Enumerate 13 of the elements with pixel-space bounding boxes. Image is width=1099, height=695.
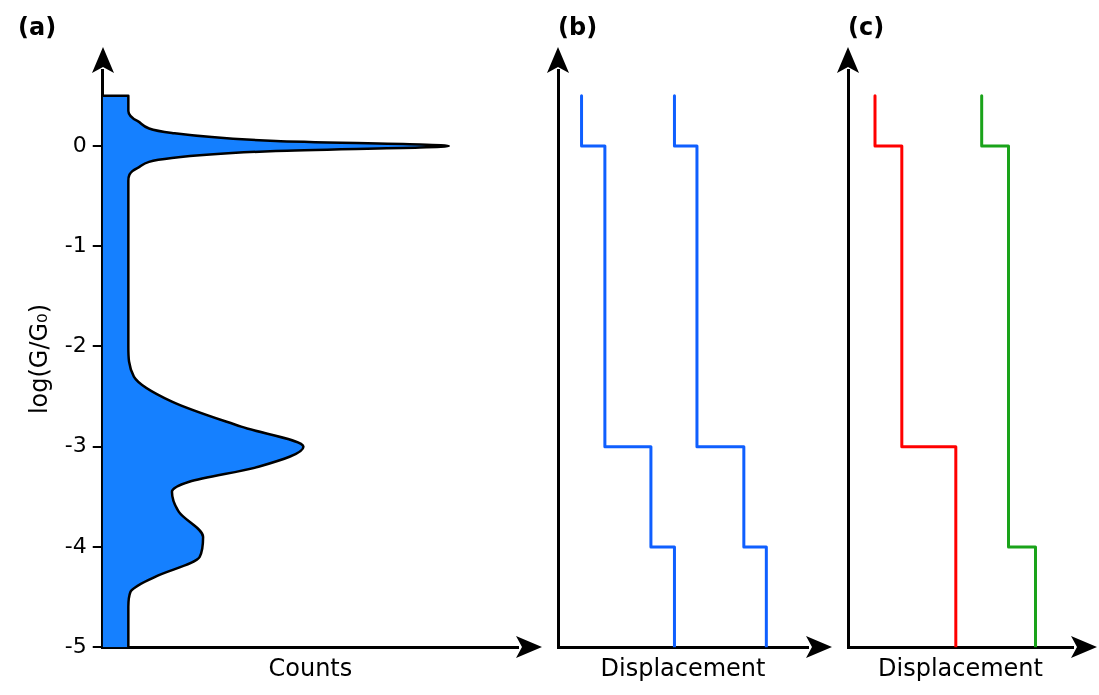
y-tick-label: -1 <box>64 231 87 257</box>
chart-title: (b) <box>558 12 598 41</box>
y-tick-label: 0 <box>72 131 87 157</box>
y-axis-title: log(G/G₀) <box>24 303 53 415</box>
chart-title: (a) <box>18 12 57 41</box>
y-tick-label: -4 <box>64 532 87 558</box>
x-axis-title: Displacement <box>600 653 766 682</box>
x-axis-title: Counts <box>268 653 353 682</box>
y-tick-label: -5 <box>64 632 87 658</box>
y-tick-label: -3 <box>64 432 87 458</box>
x-axis-title: Displacement <box>878 653 1043 682</box>
y-tick-label: -2 <box>64 332 87 358</box>
chart-title: (c) <box>848 12 885 41</box>
